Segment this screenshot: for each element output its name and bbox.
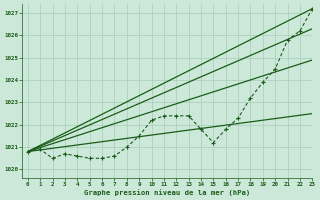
X-axis label: Graphe pression niveau de la mer (hPa): Graphe pression niveau de la mer (hPa) — [84, 189, 250, 196]
